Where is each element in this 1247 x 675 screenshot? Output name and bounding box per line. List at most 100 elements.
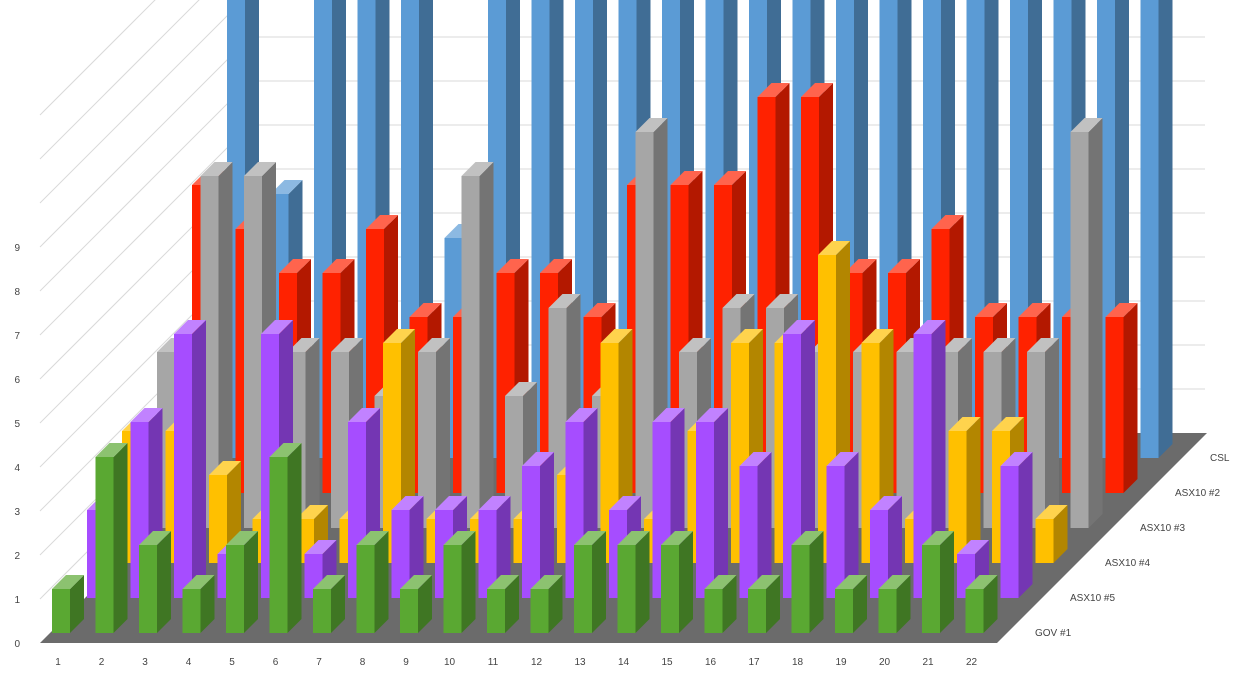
side-gridline (39, 0, 200, 160)
bar-top (748, 575, 780, 589)
bar (522, 452, 554, 598)
bar-side (113, 443, 128, 633)
bar-top (261, 320, 293, 334)
bar-front (835, 589, 853, 633)
bar-top (583, 303, 616, 317)
bar-top (731, 329, 763, 343)
bar-side (592, 531, 606, 633)
bar-side (436, 338, 450, 528)
bar-front (356, 545, 375, 633)
bar-top (878, 575, 911, 589)
bar-top (635, 118, 668, 132)
bar-top (965, 575, 998, 589)
y-tick-label: 4 (14, 463, 20, 474)
bar-front (487, 589, 505, 633)
bar-front (530, 589, 549, 633)
bar (174, 320, 206, 598)
bar (356, 531, 389, 633)
bar (182, 575, 215, 633)
bar-top (1035, 505, 1068, 519)
bar-top (487, 575, 519, 589)
bar-side (479, 162, 494, 528)
side-gridline (39, 0, 156, 116)
bar (791, 531, 824, 633)
bar-front (418, 352, 436, 528)
bar-front (478, 510, 497, 598)
x-tick-label: 19 (835, 657, 847, 668)
y-tick-label: 9 (14, 243, 20, 254)
bar-front (661, 545, 679, 633)
y-tick-label: 2 (14, 551, 20, 562)
bar-side (1045, 338, 1059, 528)
bar (617, 531, 650, 633)
bar-front (400, 589, 418, 633)
bar-top (1018, 303, 1051, 317)
bar-front (95, 457, 114, 633)
bar-side (461, 531, 476, 633)
bar-top (844, 259, 877, 273)
bar-top (331, 338, 363, 352)
bar-side (853, 575, 867, 633)
bar-front (269, 457, 288, 633)
bar-side (844, 452, 859, 598)
bar (826, 452, 859, 598)
bar-top (801, 83, 833, 97)
bar-top (766, 294, 798, 308)
bar-front (52, 589, 70, 633)
bar-front (922, 545, 940, 633)
bar-side (931, 320, 946, 598)
bar-top (270, 180, 303, 194)
bar-side (635, 531, 650, 633)
bar-top (783, 320, 815, 334)
bar (835, 575, 867, 633)
bar-front (617, 545, 636, 633)
bar-side (505, 575, 519, 633)
bar-front (182, 589, 201, 633)
bar-front (696, 422, 714, 598)
bar-front (313, 589, 331, 633)
bar-top (244, 162, 276, 176)
bar-front (870, 510, 888, 598)
bar-front (913, 334, 932, 598)
bar-top (435, 496, 467, 510)
bar-side (809, 531, 824, 633)
bar-top (609, 496, 641, 510)
bar-side (157, 531, 171, 633)
bar-top (739, 452, 772, 466)
series-label: ASX10 #5 (1070, 593, 1115, 604)
x-tick-label: 22 (966, 657, 978, 668)
bar-side (200, 575, 215, 633)
bar-side (1053, 505, 1068, 563)
series-label: GOV #1 (1035, 628, 1072, 639)
bar-side (801, 320, 815, 598)
x-tick-label: 16 (705, 657, 717, 668)
bar-top (409, 303, 442, 317)
bar-front (1070, 132, 1089, 528)
bar-top (95, 443, 128, 457)
bar-top (704, 575, 737, 589)
bar (418, 338, 450, 528)
bar-top (818, 241, 850, 255)
bar (443, 531, 476, 633)
side-gridline (39, 124, 251, 336)
series-label: ASX10 #4 (1105, 558, 1150, 569)
bar-top (496, 259, 529, 273)
bar-front (139, 545, 157, 633)
x-tick-label: 13 (574, 657, 586, 668)
bar-side (757, 452, 772, 598)
x-tick-label: 8 (360, 657, 366, 668)
bar-front (244, 176, 262, 528)
bar-side (70, 575, 84, 633)
bar-front (522, 466, 540, 598)
y-tick-label: 5 (14, 419, 20, 430)
bar-top (957, 540, 989, 554)
bar-top (139, 531, 171, 545)
bar-top (52, 575, 84, 589)
bar-side (496, 496, 511, 598)
x-tick-label: 7 (316, 657, 322, 668)
bar-front (226, 545, 244, 633)
bar (391, 496, 424, 598)
bar-top (530, 575, 563, 589)
bar-side (1088, 118, 1103, 528)
